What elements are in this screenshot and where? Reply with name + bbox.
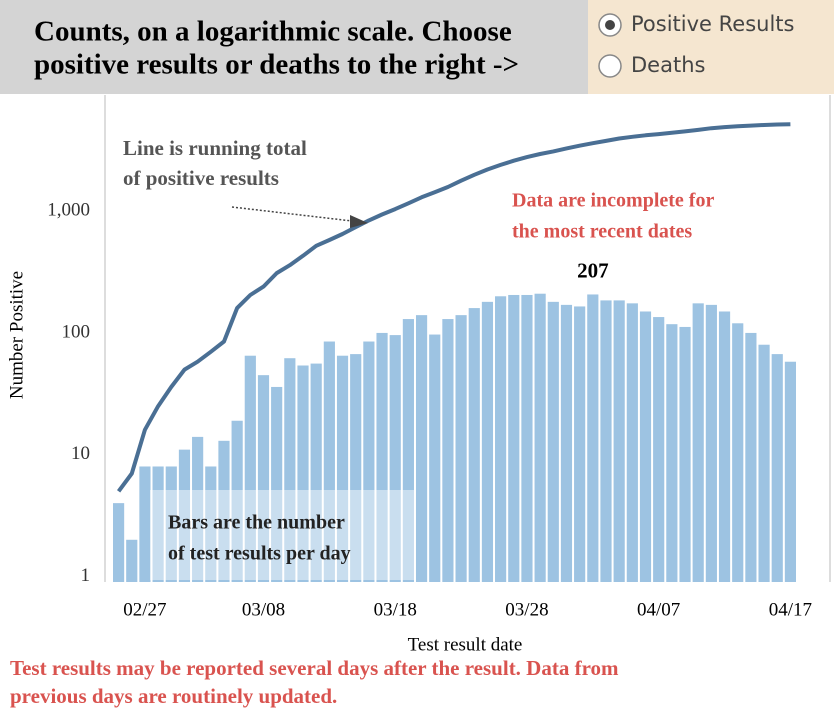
- annotation: of positive results: [123, 166, 279, 190]
- bar: [126, 539, 138, 582]
- x-axis-title: Test result date: [408, 634, 523, 655]
- bar: [113, 503, 125, 582]
- bar: [192, 436, 204, 582]
- bar: [560, 304, 573, 582]
- y-tick-label: 1,000: [47, 200, 90, 221]
- y-axis-title: Number Positive: [6, 271, 27, 399]
- x-tick-label: 03/28: [505, 599, 548, 620]
- bar: [718, 311, 731, 582]
- bar: [705, 304, 717, 582]
- radio-group: Positive Results Deaths: [598, 12, 794, 78]
- bar: [771, 354, 783, 582]
- annotation-arrow: [231, 206, 353, 222]
- bar: [587, 294, 599, 582]
- control-panel: [588, 0, 834, 94]
- bar: [547, 301, 559, 582]
- bar: [666, 324, 678, 582]
- arrow-head: [350, 215, 368, 228]
- bar: [653, 317, 665, 582]
- bar: [600, 300, 612, 582]
- radio-label[interactable]: Positive Results: [631, 12, 794, 36]
- annotation: of test results per day: [168, 543, 351, 565]
- annotation: Bars are the number: [168, 512, 345, 534]
- x-tick-label: 02/27: [123, 599, 166, 620]
- bar: [495, 296, 507, 582]
- y-tick-label: 1: [81, 565, 91, 586]
- running-total-line: [116, 122, 791, 493]
- bar: [639, 311, 652, 582]
- bar: [323, 341, 335, 582]
- bar: [574, 306, 586, 582]
- bar: [389, 335, 401, 582]
- bar: [732, 323, 744, 582]
- bar: [350, 354, 362, 582]
- bar: [692, 303, 704, 582]
- annotation: the most recent dates: [512, 221, 692, 243]
- x-tick-label: 04/17: [769, 599, 812, 620]
- bar: [784, 361, 796, 582]
- annotation-box: [150, 490, 415, 580]
- bar: [429, 334, 441, 582]
- bar: [442, 319, 454, 582]
- annotation: Data are incomplete for: [512, 190, 714, 212]
- bar: [297, 365, 309, 582]
- bar: [244, 355, 256, 582]
- bar: [679, 326, 691, 582]
- bar: [218, 440, 230, 582]
- header-bg: [0, 0, 588, 94]
- bar: [376, 332, 388, 582]
- bar: [231, 420, 243, 582]
- y-tick-label: 100: [62, 321, 91, 342]
- bar: [613, 300, 625, 582]
- x-tick-label: 03/18: [374, 599, 417, 620]
- annotation: Line is running total: [123, 136, 307, 160]
- bar: [336, 355, 349, 582]
- radio-dot: [605, 20, 615, 30]
- radio-button[interactable]: [598, 54, 622, 78]
- bar: [534, 293, 546, 582]
- bar: [152, 466, 164, 582]
- header-title: positive results or deaths to the right …: [34, 49, 519, 81]
- x-tick-label: 03/08: [242, 599, 285, 620]
- bar: [271, 386, 283, 582]
- bar: [284, 358, 296, 582]
- x-tick-label: 04/07: [637, 599, 680, 620]
- radio-label[interactable]: Deaths: [631, 53, 705, 77]
- bar: [481, 301, 494, 582]
- bar: [205, 466, 217, 582]
- bar: [165, 466, 177, 582]
- bar: [468, 308, 480, 582]
- bar: [257, 375, 270, 582]
- y-tick-label: 10: [71, 443, 90, 464]
- bar: [521, 294, 533, 582]
- bar: [402, 319, 414, 582]
- footnote: previous days are routinely updated.: [10, 684, 337, 708]
- bar: [310, 363, 322, 582]
- header-title: Counts, on a logarithmic scale. Choose: [34, 16, 512, 48]
- bar: [508, 294, 520, 582]
- plot: 1 10 100 1,000 207 02/27 03/08 03/18 03/28 04/07 0…: [47, 122, 812, 620]
- bar: [415, 315, 428, 582]
- bar: [455, 315, 467, 582]
- bar: [758, 344, 770, 582]
- data-label: 207: [577, 258, 609, 282]
- bar: [178, 449, 191, 582]
- bar: [745, 332, 757, 582]
- bar: [626, 303, 638, 582]
- bar: [363, 341, 375, 582]
- bar: [139, 466, 151, 582]
- footnote: Test results may be reported several day…: [10, 656, 619, 680]
